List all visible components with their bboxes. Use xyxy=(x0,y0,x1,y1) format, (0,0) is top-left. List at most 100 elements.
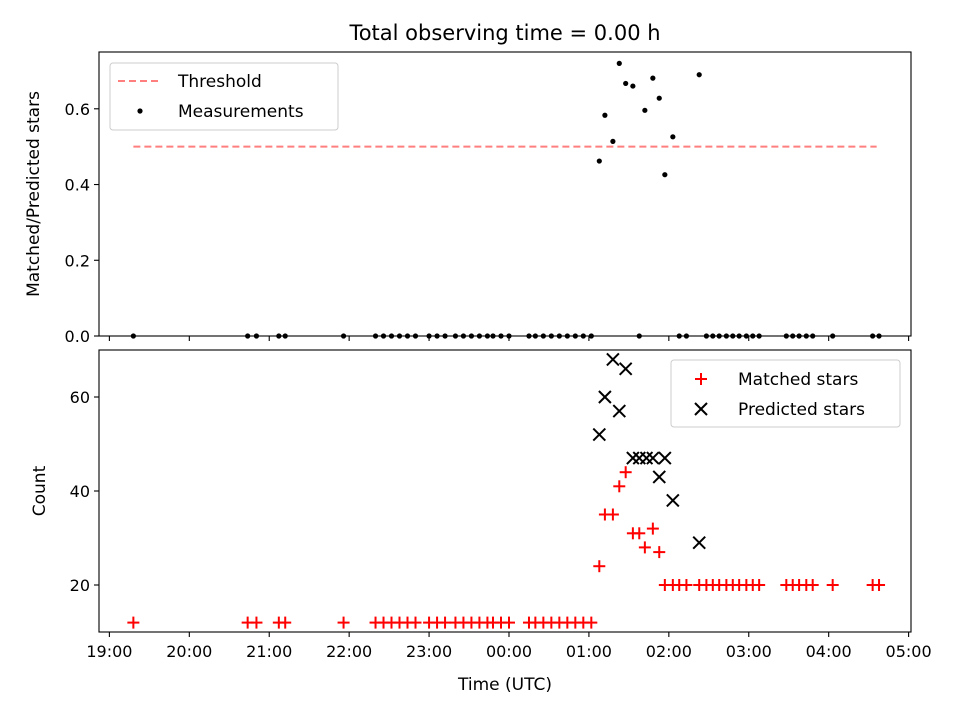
measurement-point xyxy=(380,333,387,339)
measurements-points xyxy=(130,60,882,339)
predicted-stars-point xyxy=(639,451,654,465)
measurement-point xyxy=(588,333,594,339)
measurement-point xyxy=(580,333,586,339)
matched-stars-point xyxy=(409,616,422,629)
measurement-point xyxy=(245,333,251,339)
predicted-stars-point xyxy=(658,451,672,465)
measurement-point xyxy=(442,333,448,339)
legend-predicted-label: Predicted stars xyxy=(738,400,865,420)
measurement-point xyxy=(572,333,578,339)
measurement-point xyxy=(810,333,816,339)
measurement-point xyxy=(282,333,288,339)
bottom-legend-box xyxy=(670,359,901,428)
measurement-point xyxy=(372,333,379,339)
measurement-point xyxy=(676,333,682,339)
measurement-point xyxy=(412,333,419,339)
measurement-point xyxy=(434,333,440,339)
predicted-stars-point xyxy=(646,451,660,465)
measurement-point xyxy=(790,333,796,339)
legend-predicted-swatch xyxy=(694,402,708,416)
measurement-point xyxy=(506,333,512,339)
measurement-point xyxy=(710,333,716,339)
predicted-stars-point xyxy=(692,535,706,550)
predicted-stars-point xyxy=(592,427,607,442)
measurement-point xyxy=(130,333,136,339)
matched-stars-point xyxy=(606,508,619,521)
measurement-point xyxy=(490,333,496,339)
matched-stars-point xyxy=(619,466,632,479)
measurement-point xyxy=(452,333,459,339)
measurement-point xyxy=(736,333,742,339)
measurement-point xyxy=(730,333,736,339)
measurement-point xyxy=(683,333,690,339)
measurement-point xyxy=(404,333,411,339)
matched-stars-point xyxy=(873,579,886,591)
matched-stars-point xyxy=(753,579,766,591)
matched-stars-point xyxy=(279,616,292,629)
top-y-axis-label: Matched/Predicted stars xyxy=(24,91,44,297)
y-tick-label: 0.0 xyxy=(65,327,90,346)
measurement-point xyxy=(662,172,668,178)
measurement-point xyxy=(396,333,403,339)
measurement-point xyxy=(556,333,562,339)
y-tick-label: 60 xyxy=(70,388,90,407)
x-tick-label: 20:00 xyxy=(166,642,212,661)
predicted-stars-point xyxy=(626,451,640,465)
x-tick-label: 01:00 xyxy=(566,642,612,661)
measurement-point xyxy=(876,333,882,339)
matched-stars-point xyxy=(250,616,263,629)
measurement-point xyxy=(253,333,260,339)
top-legend: Threshold Measurements xyxy=(109,62,339,131)
measurement-point xyxy=(656,95,662,101)
measurement-point xyxy=(484,333,491,339)
matched-stars-point xyxy=(653,546,666,559)
measurement-point xyxy=(743,333,749,339)
matched-stars-point xyxy=(593,560,606,573)
measurement-point xyxy=(716,333,722,339)
measurement-point xyxy=(548,333,554,339)
top-axes: 0.0 0.2 0.4 0.6 Matched/Predicted stars Thr… xyxy=(24,51,912,346)
measurement-point xyxy=(616,60,622,66)
legend-matched-label: Matched stars xyxy=(738,370,858,390)
measurement-point xyxy=(650,75,656,81)
measurement-point xyxy=(696,72,702,78)
legend-matched-swatch xyxy=(695,373,707,385)
measurement-point xyxy=(340,333,347,339)
measurement-point xyxy=(870,333,876,339)
measurement-point xyxy=(476,333,483,339)
x-tick-label: 23:00 xyxy=(406,642,452,661)
matched-stars-point xyxy=(633,527,646,540)
x-axis-label: Time (UTC) xyxy=(457,675,552,695)
y-tick-label: 0.4 xyxy=(65,176,90,195)
y-tick-label: 0.2 xyxy=(65,251,90,270)
matched-stars-point xyxy=(585,616,598,629)
predicted-stars-point xyxy=(606,352,620,367)
matched-stars-point xyxy=(806,579,819,591)
matched-stars-point xyxy=(826,579,839,591)
measurement-point xyxy=(803,333,809,339)
x-tick-label: 04:00 xyxy=(806,642,852,661)
measurement-point xyxy=(830,333,836,339)
measurement-point xyxy=(723,333,729,339)
measurement-point xyxy=(388,333,395,339)
measurement-point xyxy=(796,333,802,339)
measurement-point xyxy=(540,333,546,339)
bottom-y-ticks: 20 40 60 xyxy=(70,388,99,595)
y-tick-label: 20 xyxy=(70,576,90,595)
measurement-point xyxy=(630,83,636,89)
predicted-stars-point xyxy=(612,404,626,418)
predicted-stars-point xyxy=(618,362,633,376)
bottom-y-axis-label: Count xyxy=(30,465,50,516)
x-tick-label: 05:00 xyxy=(886,642,932,661)
y-tick-label: 40 xyxy=(70,482,90,501)
matched-stars-point xyxy=(439,616,452,629)
bottom-legend: Matched stars Predicted stars xyxy=(670,359,901,428)
measurement-point xyxy=(564,333,570,339)
measurement-point xyxy=(670,134,676,140)
measurement-point xyxy=(783,333,789,339)
matched-stars-point xyxy=(680,579,693,591)
top-y-ticks: 0.0 0.2 0.4 0.6 xyxy=(65,100,99,346)
legend-measurements-label: Measurements xyxy=(178,102,304,122)
measurement-point xyxy=(756,333,762,339)
